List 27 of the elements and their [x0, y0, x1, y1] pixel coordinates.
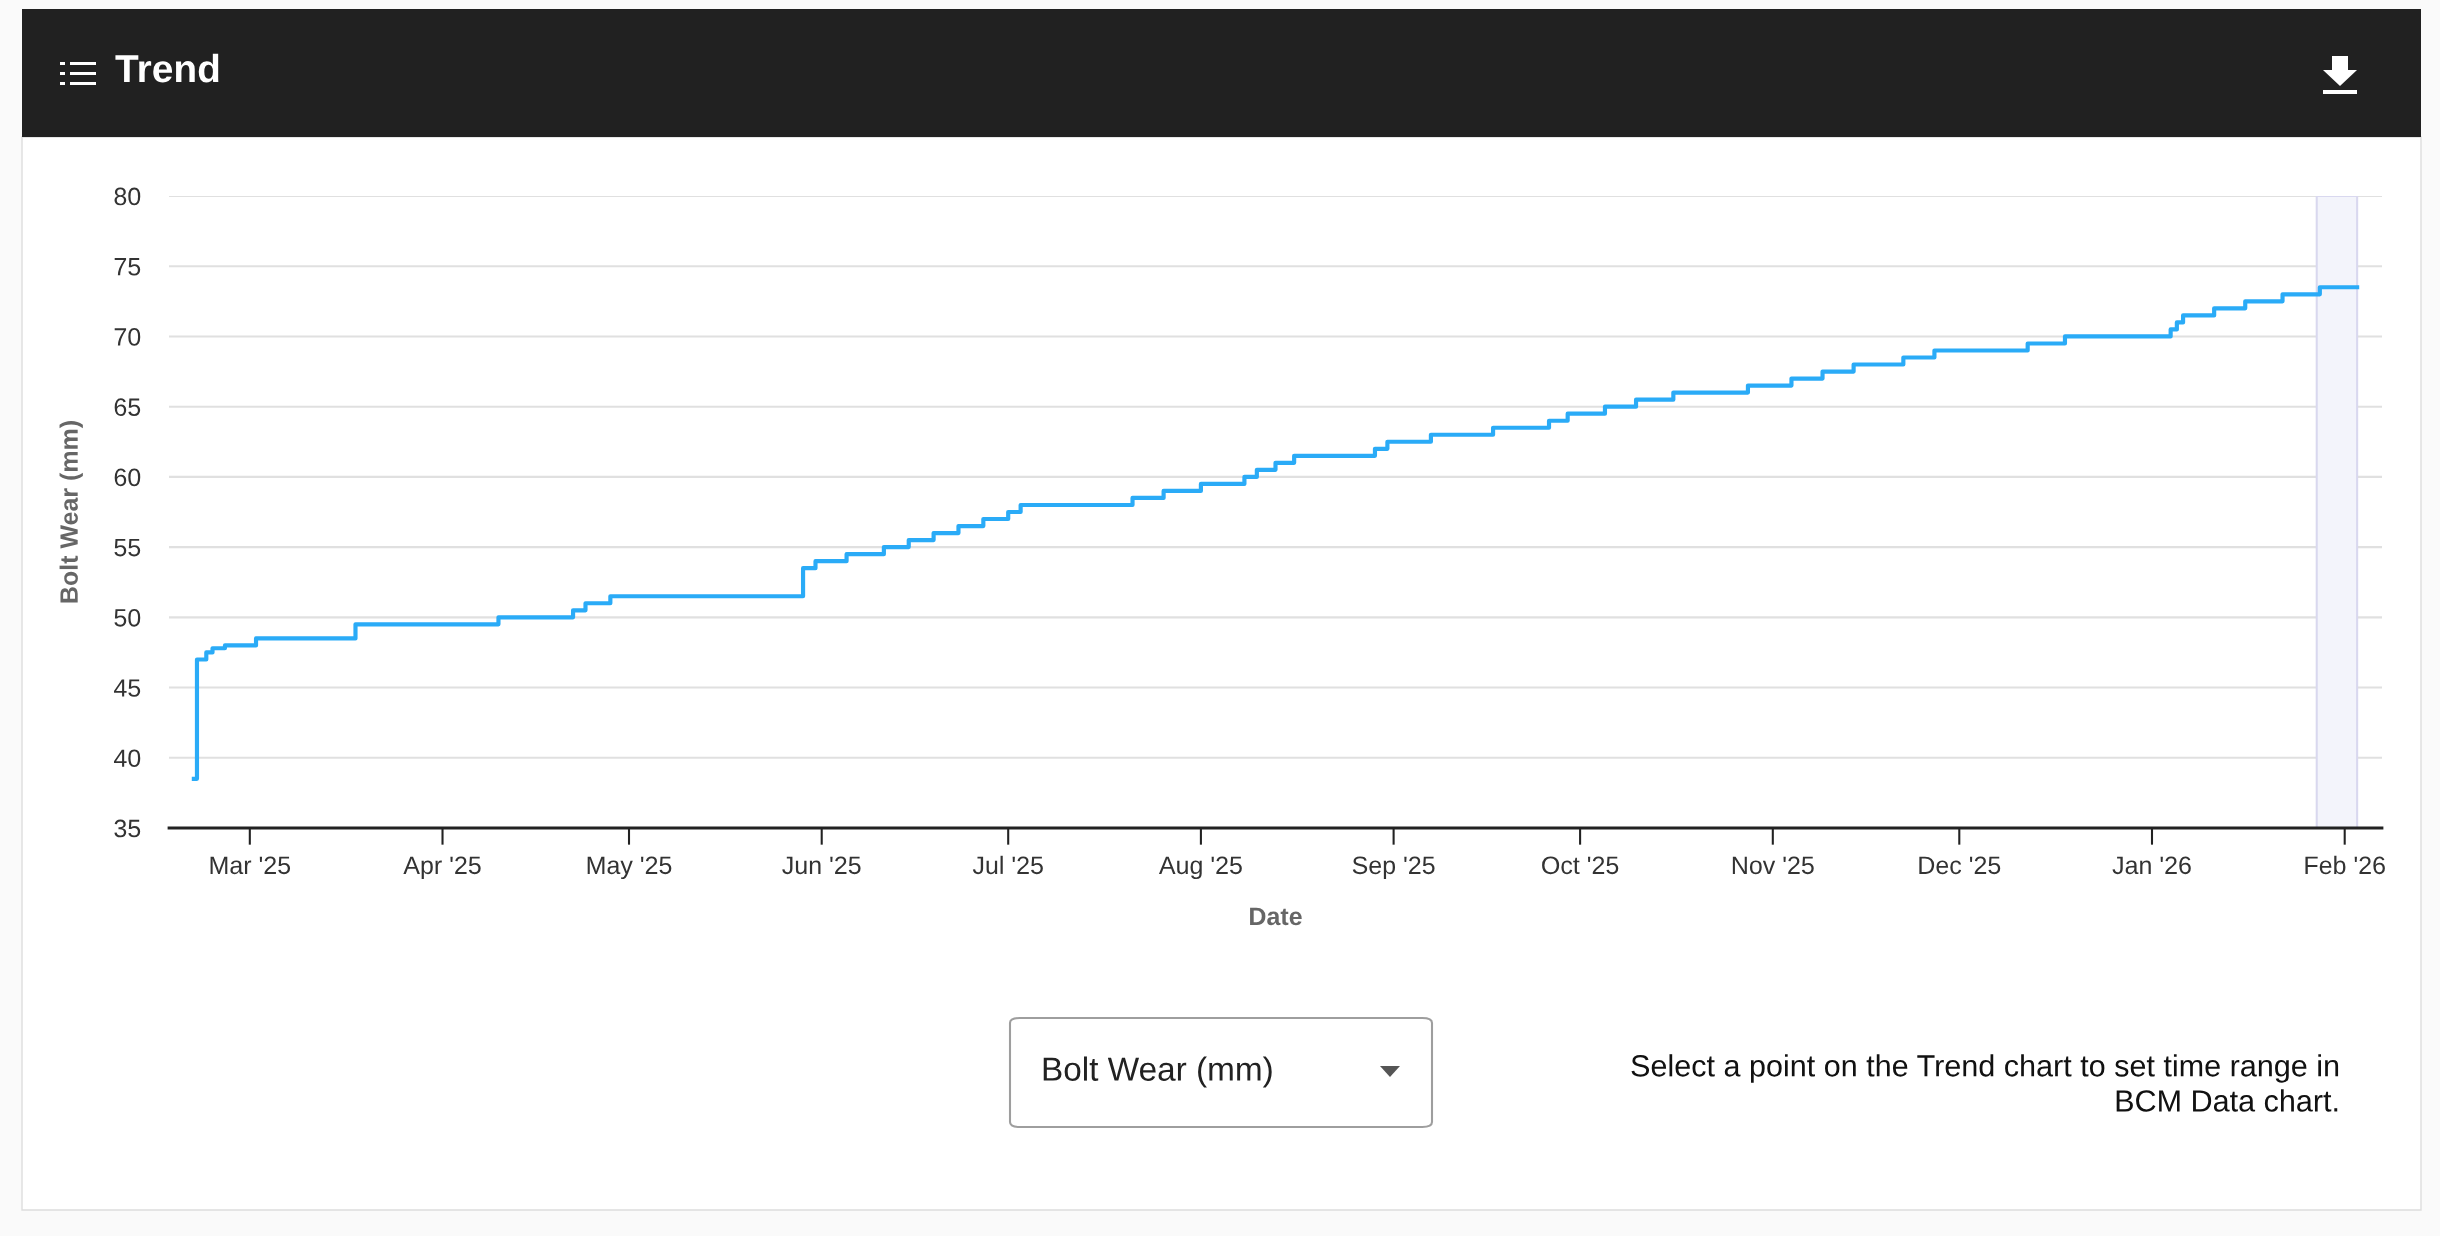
x-tick-label: Dec '25 [1919, 856, 2001, 875]
y-tick-label: 55 [114, 538, 141, 557]
y-tick-label: 65 [114, 398, 141, 416]
y-tick-label: 75 [114, 258, 141, 276]
x-tick-label: Nov '25 [1732, 856, 1814, 875]
chart-title: Trend [115, 53, 219, 83]
y-axis-title: Bolt Wear (mm) [59, 421, 83, 603]
x-tick-label: Aug '25 [1158, 856, 1242, 880]
x-tick-label: May '25 [587, 856, 672, 880]
x-tick-label: Feb '26 [2305, 855, 2385, 875]
x-tick-label: Mar '25 [210, 856, 291, 875]
x-tick-label: Jul '25 [972, 855, 1043, 875]
x-tick-label: Jun '25 [782, 856, 861, 875]
y-tick-label: 80 [114, 187, 141, 206]
x-tick-label: Jan '26 [2112, 856, 2191, 875]
x-tick-label: Sep '25 [1352, 856, 1435, 880]
x-axis-title: Date [1250, 907, 1302, 926]
x-tick-label: Apr '25 [403, 856, 481, 880]
y-tick-label: 40 [113, 749, 141, 768]
text: Select a point on the Trend chart to set time range in BCM Data chart. [1631, 1054, 2339, 1112]
y-tick-label: 35 [114, 819, 141, 838]
y-tick-label: 60 [114, 468, 141, 487]
y-tick-label: 50 [114, 608, 141, 627]
y-tick-label: 70 [114, 328, 141, 346]
y-tick-label: 45 [113, 679, 141, 697]
text: Bolt Wear (mm) [1043, 1056, 1272, 1088]
x-tick-label: Oct '25 [1542, 856, 1619, 875]
